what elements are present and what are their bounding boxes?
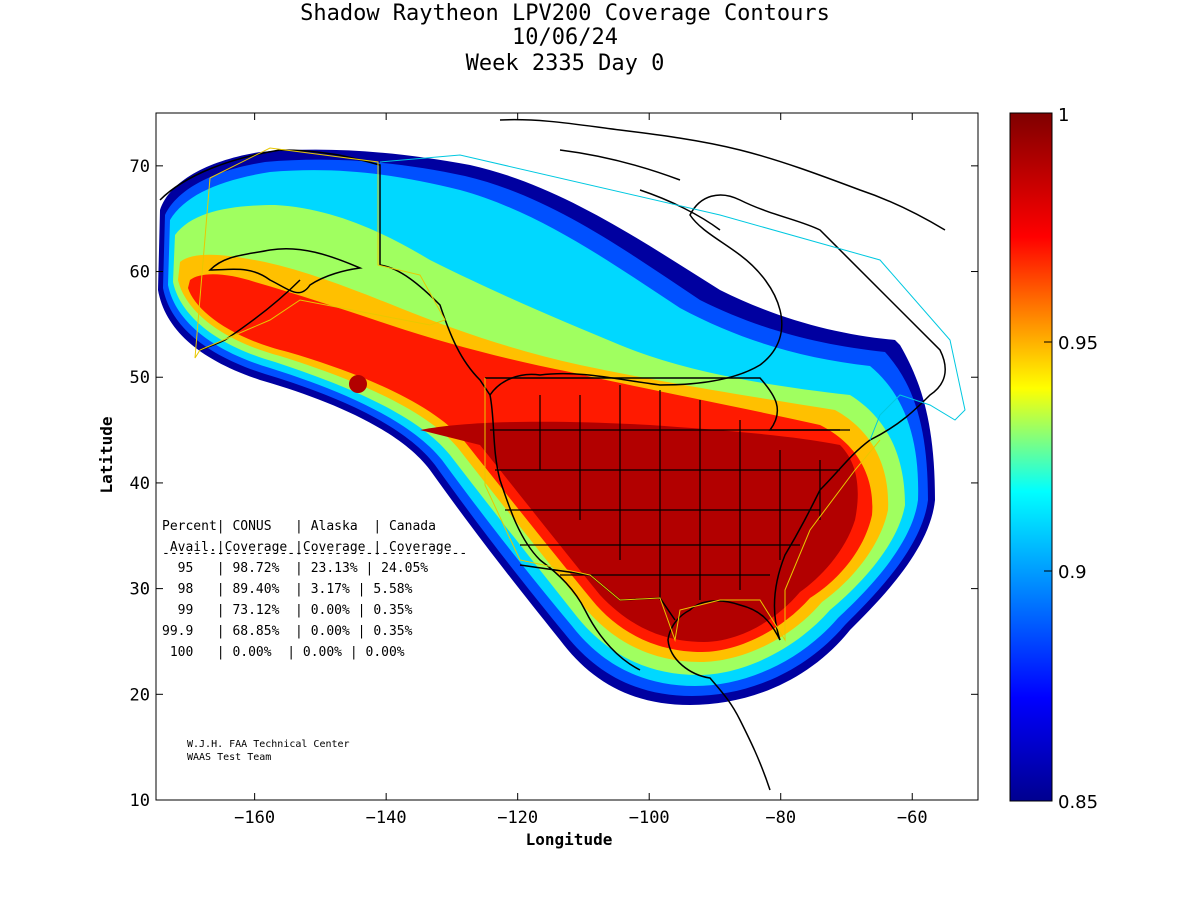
colorbar-gradient bbox=[1009, 112, 1053, 802]
y-tick-label: 60 bbox=[130, 263, 150, 283]
service-region-alaska bbox=[194, 147, 446, 359]
coastline-west-conus bbox=[489, 394, 641, 671]
axis-ticks: −160 −140 −120 −100 −80 −60 10 20 30 40 50 60 70 bbox=[130, 113, 978, 828]
y-tick-label: 70 bbox=[130, 157, 150, 177]
chart-week-day: Week 2335 Day 0 bbox=[465, 51, 665, 76]
map-outlines bbox=[159, 118, 946, 791]
y-axis-label: Latitude bbox=[97, 416, 116, 493]
y-tick-label: 20 bbox=[130, 685, 150, 705]
contour-spot-alaska-west bbox=[349, 375, 367, 393]
colorbar-label-0.9: 0.9 bbox=[1058, 562, 1087, 583]
border-us-canada bbox=[485, 377, 840, 431]
y-tick-label: 30 bbox=[130, 580, 150, 600]
coastline-arctic-islands bbox=[499, 118, 946, 231]
coverage-contours bbox=[158, 149, 935, 705]
x-tick-label: −120 bbox=[497, 808, 538, 828]
service-region-conus bbox=[484, 378, 881, 642]
stats-header-row1: Percent| CONUS | Alaska | Canada bbox=[162, 519, 436, 534]
plot-frame bbox=[155, 112, 979, 801]
colorbar-label-0.95: 0.95 bbox=[1058, 333, 1098, 354]
service-region-canada bbox=[379, 154, 966, 441]
coverage-stats-table: Percent| CONUS | Alaska | Canada Avail.|… bbox=[162, 519, 467, 660]
stats-header-row2: Avail.|Coverage |Coverage | Coverage bbox=[162, 540, 452, 555]
stats-row-100: 100 | 0.00% | 0.00% | 0.00% bbox=[162, 645, 405, 660]
colorbar-label-1: 1 bbox=[1058, 105, 1069, 126]
x-tick-label: −140 bbox=[366, 808, 407, 828]
colorbar: 1 0.95 0.9 0.85 bbox=[1009, 105, 1098, 813]
stats-row-98: 98 | 89.40% | 3.17% | 5.58% bbox=[162, 582, 413, 597]
x-tick-label: −100 bbox=[629, 808, 670, 828]
chart-title: Shadow Raytheon LPV200 Coverage Contours bbox=[300, 1, 830, 26]
stats-row-99.9: 99.9 | 68.85% | 0.00% | 0.35% bbox=[162, 624, 413, 639]
stats-row-95: 95 | 98.72% | 23.13% | 24.05% bbox=[162, 561, 428, 576]
contour-band-1.0 bbox=[420, 421, 858, 642]
coastline-alaska bbox=[208, 247, 363, 294]
credit-line1: W.J.H. FAA Technical Center bbox=[187, 739, 350, 750]
x-tick-label: −160 bbox=[234, 808, 275, 828]
service-region-outlines bbox=[194, 147, 966, 642]
y-tick-label: 10 bbox=[130, 791, 150, 811]
stats-divider: --------------------------------------- bbox=[162, 546, 467, 561]
y-tick-label: 40 bbox=[130, 474, 150, 494]
x-tick-label: −60 bbox=[897, 808, 928, 828]
x-tick-label: −80 bbox=[765, 808, 796, 828]
chart-date: 10/06/24 bbox=[512, 25, 618, 50]
colorbar-label-0.85: 0.85 bbox=[1058, 792, 1098, 813]
y-tick-label: 50 bbox=[130, 368, 150, 388]
credit-line2: WAAS Test Team bbox=[187, 752, 271, 763]
state-boundaries bbox=[490, 385, 850, 600]
stats-row-99: 99 | 73.12% | 0.00% | 0.35% bbox=[162, 603, 413, 618]
x-axis-label: Longitude bbox=[526, 830, 613, 849]
